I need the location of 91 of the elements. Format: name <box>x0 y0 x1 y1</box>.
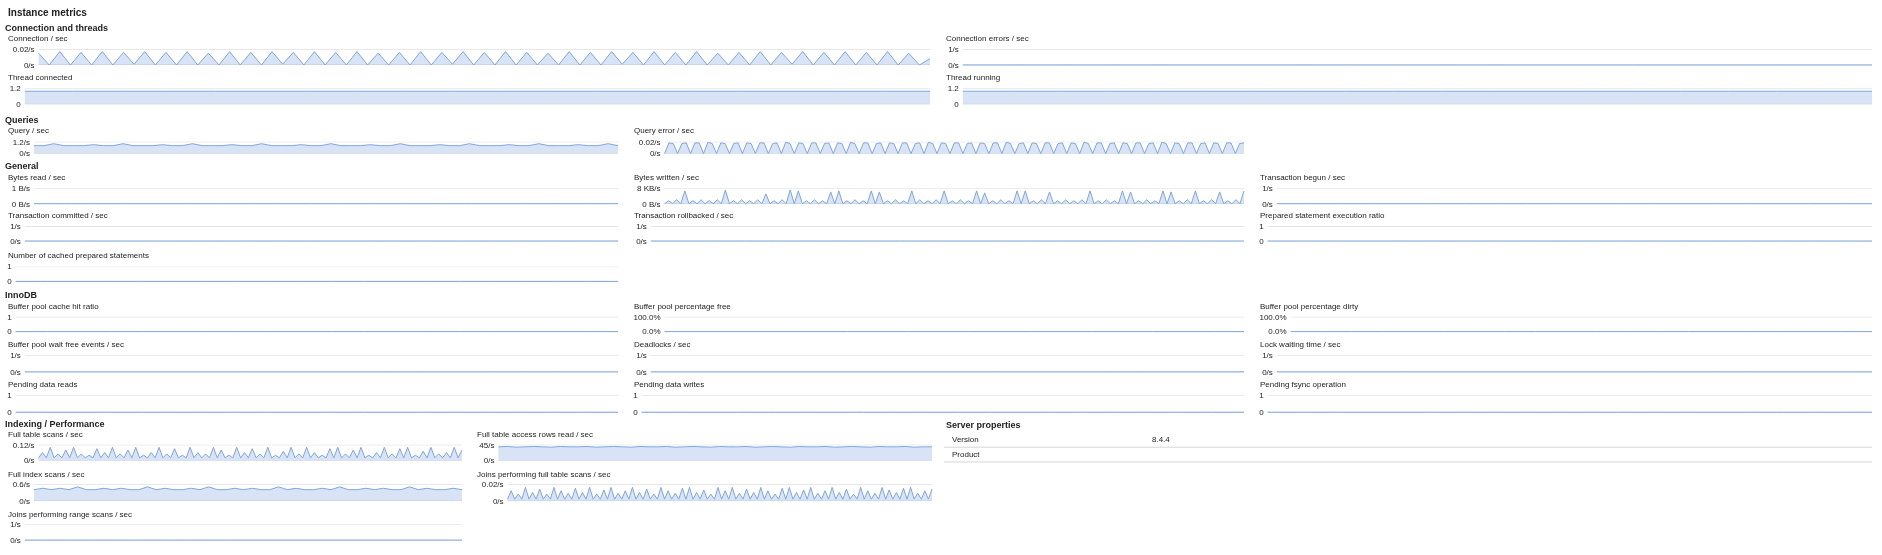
y-tick-label: 1/s <box>1262 183 1273 193</box>
y-tick-label: 0.6/s <box>12 479 30 489</box>
y-tick-label: 0 <box>7 327 13 337</box>
chart-title: Pending data writes <box>634 380 705 389</box>
y-tick-label: 0 <box>7 277 13 287</box>
text: Version <box>952 435 979 444</box>
chart-title: Joins performing full table scans / sec <box>477 470 611 479</box>
y-tick-label: 0/s <box>1262 199 1273 209</box>
chart-title: Query error / sec <box>634 126 695 135</box>
chart-title: Transaction rollbacked / sec <box>634 211 734 220</box>
y-tick-label: 0 <box>1259 236 1265 246</box>
y-tick-label: 0.02/s <box>481 479 504 489</box>
text: Connection and threads <box>5 23 109 33</box>
y-tick-label: 0 <box>16 100 22 110</box>
y-tick-label: 0.12/s <box>12 440 35 450</box>
y-tick-label: 0/s <box>23 456 35 466</box>
y-tick-label: 0/s <box>492 496 504 506</box>
chart-title: Joins performing range scans / sec <box>8 510 133 519</box>
y-tick-label: 1 <box>7 262 13 272</box>
chart-title: Deadlocks / sec <box>634 340 691 349</box>
y-tick-label: 0.02/s <box>638 137 661 147</box>
y-tick-label: 0/s <box>483 456 495 466</box>
text: Instance metrics <box>8 7 88 18</box>
chart-title: Lock waiting time / sec <box>1260 340 1341 349</box>
text: General <box>5 161 39 171</box>
y-tick-label: 1/s <box>636 222 647 232</box>
y-tick-label: 1 <box>633 391 639 401</box>
y-tick-label: 0/s <box>10 367 21 377</box>
y-tick-label: 1 <box>1259 222 1265 232</box>
y-tick-label: 1 B/s <box>11 183 30 193</box>
chart-title: Buffer pool percentage free <box>634 302 732 311</box>
y-tick-label: 0/s <box>23 60 35 70</box>
y-tick-label: 0 B/s <box>11 199 30 209</box>
y-tick-label: 100.0% <box>633 312 661 322</box>
text: Indexing / Performance <box>5 419 105 429</box>
y-tick-label: 1/s <box>636 351 647 361</box>
y-tick-label: 100.0% <box>1259 312 1287 322</box>
y-tick-label: 8 KB/s <box>637 183 661 193</box>
chart-title: Buffer pool wait free events / sec <box>8 340 124 349</box>
y-tick-label: 1/s <box>10 222 21 232</box>
y-tick-label: 0 <box>954 100 960 110</box>
y-tick-label: 0/s <box>19 496 30 506</box>
chart-title: Full table access rows read / sec <box>477 430 594 439</box>
y-tick-label: 0/s <box>636 367 647 377</box>
chart-title: Thread running <box>946 73 1001 82</box>
chart-title: Pending fsync operation <box>1260 380 1346 389</box>
y-tick-label: 0 B/s <box>642 199 661 209</box>
chart-title: Connection errors / sec <box>946 34 1029 43</box>
y-tick-label: 0 <box>633 408 639 418</box>
chart-title: Full index scans / sec <box>8 470 85 479</box>
y-tick-label: 0.0% <box>642 327 661 337</box>
chart-title: Buffer pool percentage dirty <box>1260 302 1359 311</box>
y-tick-label: 45/s <box>479 440 495 450</box>
y-tick-label: 1.2 <box>947 84 960 94</box>
chart-title: Full table scans / sec <box>8 430 83 439</box>
chart-title: Bytes written / sec <box>634 173 699 182</box>
y-tick-label: 1/s <box>10 351 21 361</box>
y-tick-label: 1.2 <box>9 84 22 94</box>
text: InnoDB <box>5 290 38 300</box>
y-tick-label: 1/s <box>948 45 959 55</box>
chart-title: Number of cached prepared statements <box>8 251 149 260</box>
text: Product <box>952 450 981 459</box>
chart-title: Thread connected <box>8 73 73 82</box>
y-tick-label: 0/s <box>10 535 21 545</box>
text: Server properties <box>946 420 1021 430</box>
y-tick-label: 0/s <box>948 60 959 70</box>
y-tick-label: 0/s <box>636 236 647 246</box>
chart-title: Prepared statement execution ratio <box>1260 211 1386 220</box>
chart-title: Transaction committed / sec <box>8 211 108 220</box>
text: Queries <box>5 115 39 125</box>
y-tick-label: 0.02/s <box>12 45 35 55</box>
chart-title: Buffer pool cache hit ratio <box>8 302 100 311</box>
y-tick-label: 0 <box>1259 408 1265 418</box>
y-tick-label: 1 <box>7 391 13 401</box>
y-tick-label: 1/s <box>10 520 21 530</box>
y-tick-label: 0/s <box>19 149 30 159</box>
y-tick-label: 0/s <box>1262 367 1273 377</box>
chart-title: Bytes read / sec <box>8 173 66 182</box>
y-tick-label: 0/s <box>649 149 661 159</box>
y-tick-label: 1 <box>1259 391 1265 401</box>
y-tick-label: 1.2/s <box>12 137 30 147</box>
y-tick-label: 1/s <box>1262 351 1273 361</box>
text: 8.4.4 <box>1152 435 1171 444</box>
y-tick-label: 0.0% <box>1268 327 1287 337</box>
y-tick-label: 0/s <box>10 236 21 246</box>
chart-title: Transaction begun / sec <box>1260 173 1346 182</box>
chart-title: Pending data reads <box>8 380 78 389</box>
chart-title: Query / sec <box>8 126 49 135</box>
chart-title: Connection / sec <box>8 34 68 43</box>
y-tick-label: 0 <box>7 408 13 418</box>
y-tick-label: 1 <box>7 312 13 322</box>
